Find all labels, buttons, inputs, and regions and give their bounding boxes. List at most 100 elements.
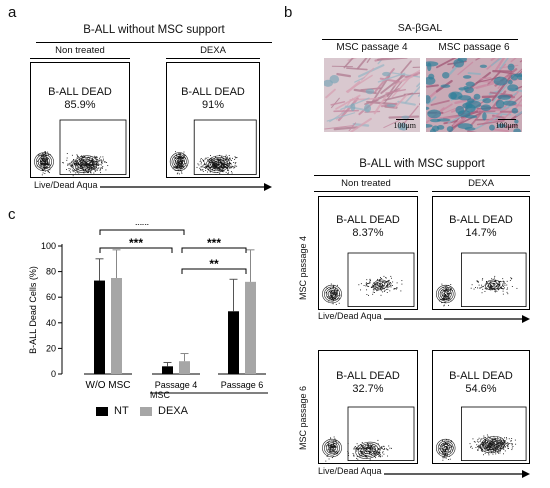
significance-label: *** xyxy=(207,236,221,250)
legend-swatch-dexa xyxy=(140,407,152,416)
panel-a-x-axis-arrow xyxy=(100,183,272,191)
gate-box xyxy=(59,119,127,175)
flow-plot-canvas xyxy=(318,196,418,310)
flow-plot-b-p6-nt: B-ALL DEAD 32.7% xyxy=(318,350,418,464)
gate-percent: 8.37% xyxy=(352,227,384,240)
flow-plot-b-p4-nt: B-ALL DEAD 8.37% xyxy=(318,196,418,310)
error-bar xyxy=(95,258,104,281)
y-tick-label: 60 xyxy=(46,292,56,302)
panel-b-title-rule xyxy=(314,175,530,176)
gate-percent: 14.7% xyxy=(465,227,497,240)
scale-bar xyxy=(498,119,516,120)
scale-bar-label: 100μm xyxy=(393,121,416,130)
panel-b-condition-nt-rule xyxy=(314,191,418,192)
gate-percent: 91% xyxy=(201,99,225,112)
gate-name: B-ALL DEAD xyxy=(336,214,400,226)
panel-a-condition-nt: Non treated xyxy=(55,45,105,56)
panel-a-letter: a xyxy=(8,4,17,21)
y-tick-label: 100 xyxy=(41,241,56,251)
x-tick-label: W/O MSC xyxy=(86,380,131,391)
panel-a-title: B-ALL without MSC support xyxy=(83,24,225,36)
gate-percent: 85.9% xyxy=(64,99,96,112)
gate-box xyxy=(460,406,527,461)
gate-label: B-ALL DEAD 8.37% xyxy=(318,214,418,240)
y-tick-label: 20 xyxy=(46,343,56,353)
gate-name: B-ALL DEAD xyxy=(336,370,400,382)
error-bar xyxy=(180,353,189,362)
row-label-passage-4: MSC passage 4 xyxy=(298,235,308,300)
flow-plot-canvas xyxy=(432,196,530,310)
flow-plot-a-dexa: B-ALL DEAD 91% xyxy=(166,62,260,178)
significance-bracket xyxy=(99,229,185,235)
panel-a-title-rule xyxy=(36,42,272,43)
gate-label: B-ALL DEAD 14.7% xyxy=(432,214,530,240)
gate-name: B-ALL DEAD xyxy=(181,86,245,98)
significance-label: ** xyxy=(209,257,219,271)
flow-plot-b-p4-dexa: B-ALL DEAD 14.7% xyxy=(432,196,530,310)
gate-label: B-ALL DEAD 54.6% xyxy=(432,370,530,396)
significance-label: *** xyxy=(129,236,143,250)
panel-a-x-axis-label: Live/Dead Aqua xyxy=(34,180,98,190)
gate-box xyxy=(460,252,527,307)
bar-nt-1 xyxy=(162,366,173,374)
gate-label: B-ALL DEAD 85.9% xyxy=(30,86,130,112)
bar-dexa-1 xyxy=(179,361,190,374)
micrograph-caption-p4: MSC passage 4 xyxy=(336,42,408,53)
y-tick-label: 0 xyxy=(51,369,56,379)
bar-dexa-0 xyxy=(111,278,122,374)
significance-label: *** xyxy=(135,224,149,232)
panel-b-stain-title: SA-βGAL xyxy=(397,22,443,34)
flow-plot-a-nt: B-ALL DEAD 85.9% xyxy=(30,62,130,178)
x-tick-label: Passage 6 xyxy=(221,380,264,390)
bar-nt-2 xyxy=(228,311,239,374)
panel-b-x-axis-arrow-row2 xyxy=(384,470,530,478)
error-bar xyxy=(229,278,238,312)
legend-label-dexa: DEXA xyxy=(158,405,188,417)
x-tick-label: Passage 4 xyxy=(155,380,198,390)
panel-b-condition-nt: Non treated xyxy=(341,178,391,189)
gate-name: B-ALL DEAD xyxy=(48,86,112,98)
significance-bracket xyxy=(181,247,247,253)
gate-name: B-ALL DEAD xyxy=(449,370,513,382)
gate-label: B-ALL DEAD 32.7% xyxy=(318,370,418,396)
panel-a-condition-nt-rule xyxy=(30,58,130,59)
flow-plot-canvas xyxy=(30,62,130,178)
panel-b-condition-dexa-rule xyxy=(432,191,530,192)
scale-bar-label: 100μm xyxy=(495,121,518,130)
micrograph-passage-4: 100μm xyxy=(324,58,420,132)
bar-chart: 0 20 40 60 80 100 B-ALL Dead Cells (%) W/O MSC P… xyxy=(28,224,268,394)
panel-b-title: B-ALL with MSC support xyxy=(359,158,485,170)
panel-a-condition-dexa: DEXA xyxy=(200,45,226,56)
gate-box xyxy=(347,252,415,307)
panel-b-condition-dexa: DEXA xyxy=(468,178,494,189)
panel-b-letter: b xyxy=(284,4,293,21)
panel-c-letter: c xyxy=(8,206,16,223)
scale-bar xyxy=(396,119,414,120)
panel-b-x-axis-label-row1: Live/Dead Aqua xyxy=(318,311,382,321)
gate-name: B-ALL DEAD xyxy=(449,214,513,226)
significance-bracket xyxy=(99,247,173,253)
flow-plot-canvas xyxy=(318,350,418,464)
flow-plot-b-p6-dexa: B-ALL DEAD 54.6% xyxy=(432,350,530,464)
flow-plot-canvas xyxy=(166,62,260,178)
panel-b-stain-rule xyxy=(322,39,518,40)
panel-b-x-axis-label-row2: Live/Dead Aqua xyxy=(318,466,382,476)
gate-label: B-ALL DEAD 91% xyxy=(166,86,260,112)
gate-box xyxy=(193,119,257,175)
legend-label-nt: NT xyxy=(114,405,129,417)
panel-b-x-axis-arrow-row1 xyxy=(384,315,530,323)
flow-plot-canvas xyxy=(432,350,530,464)
panel-a-condition-dexa-rule xyxy=(166,58,260,59)
msc-group-label: MSC xyxy=(150,390,170,400)
y-tick-label: 40 xyxy=(46,318,56,328)
error-bar xyxy=(246,249,255,282)
micrograph-texture xyxy=(426,58,522,132)
bar-nt-0 xyxy=(94,280,105,374)
gate-percent: 32.7% xyxy=(352,383,384,396)
y-axis-label: B-ALL Dead Cells (%) xyxy=(28,266,38,354)
significance-bracket xyxy=(181,268,247,274)
row-label-passage-6: MSC passage 6 xyxy=(298,385,308,450)
micrograph-passage-6: 100μm xyxy=(426,58,522,132)
error-bar xyxy=(163,361,172,367)
gate-box xyxy=(347,406,415,461)
